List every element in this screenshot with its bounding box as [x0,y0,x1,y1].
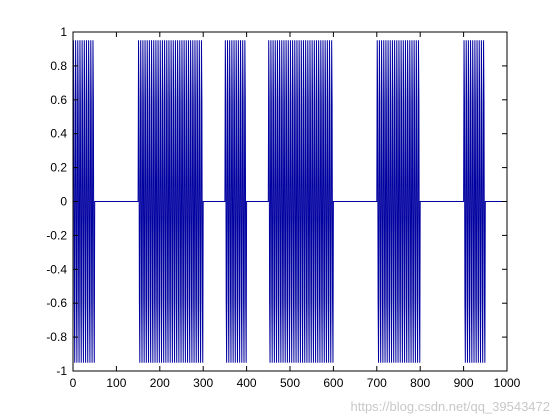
watermark: https://blog.csdn.net/qq_39543472 [350,399,551,414]
y-tick-label: -0.8 [46,330,67,344]
x-tick-label: 500 [280,376,300,390]
y-tick-label: -0.6 [46,296,67,310]
y-tick-label: -0.4 [46,262,67,276]
y-tick-label: 0.8 [50,59,67,73]
x-tick-label: 300 [193,376,213,390]
x-tick-label: 400 [237,376,257,390]
y-tick-label: 0.6 [50,93,67,107]
y-tick-label: -0.2 [46,228,67,242]
series [72,40,507,363]
plot-area: 0 100 200 300 400 500 600 700 800 900 1000 -1 -0.8 -0… [46,25,520,390]
x-tick-label: 100 [106,376,126,390]
y-tick-label: 1 [60,25,67,39]
x-tick-label: 700 [367,376,387,390]
x-tick-label: 0 [70,376,77,390]
x-tick-label: 1000 [494,376,521,390]
y-tick-label: 0.2 [50,161,67,175]
series-line [72,40,507,363]
y-tick-label: -1 [56,364,67,378]
y-tick-label: 0 [60,195,67,209]
x-tick-label: 200 [150,376,170,390]
axes-outline [72,31,508,372]
y-tick-label: 0.4 [50,127,67,141]
x-tick-label: 600 [323,376,343,390]
x-tick-label: 900 [454,376,474,390]
x-tick-label: 800 [410,376,430,390]
tick-labels: 0 100 200 300 400 500 600 700 800 900 1000 -1 -0.8 -0… [46,25,520,390]
